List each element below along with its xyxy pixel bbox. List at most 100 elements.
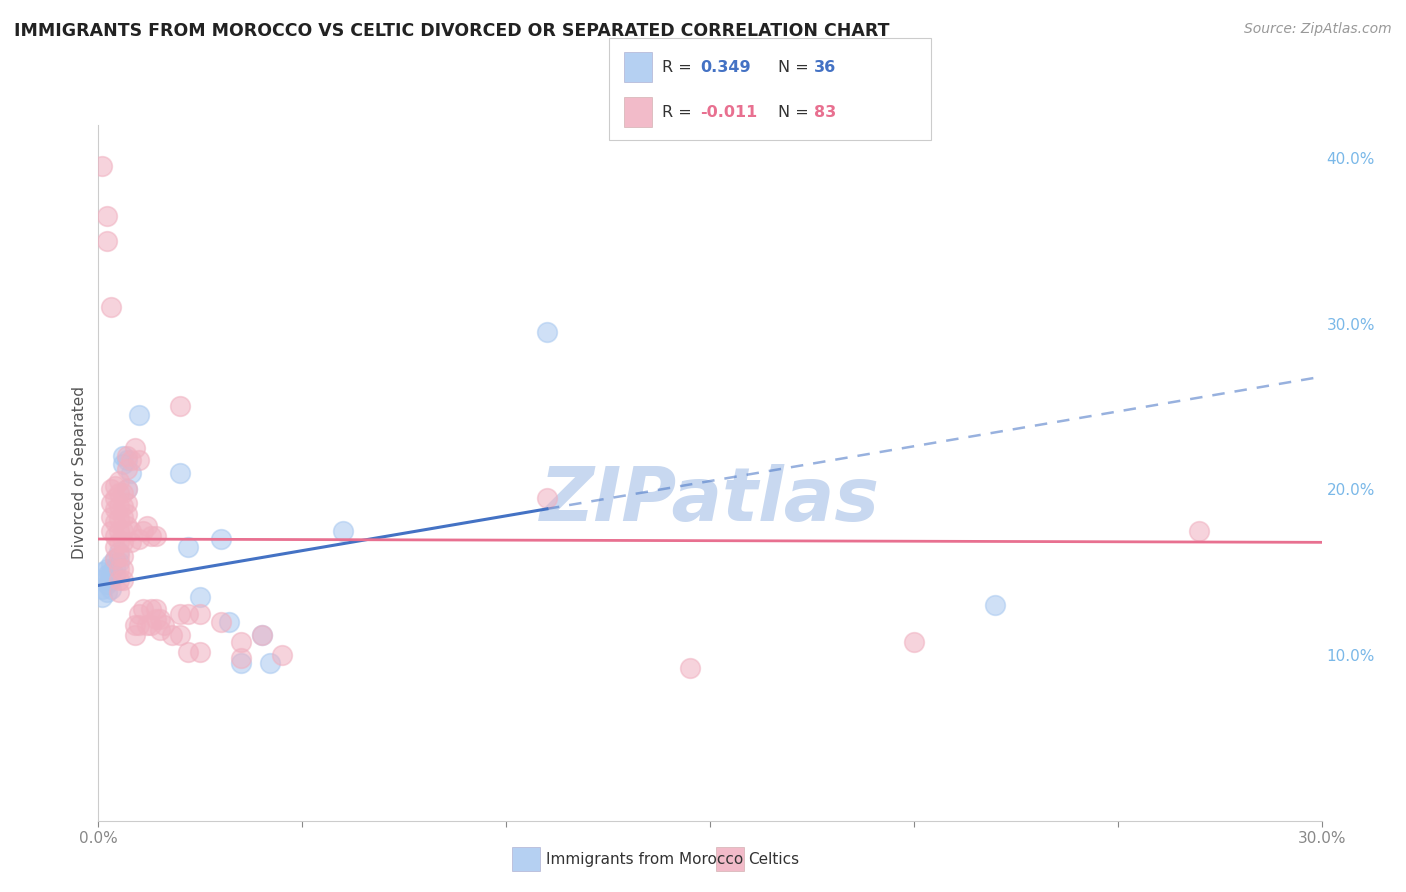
Point: [188, 590, 212, 604]
Point: [104, 479, 127, 493]
Point: [141, 601, 163, 615]
Point: [231, 651, 253, 665]
Point: [108, 555, 131, 569]
Point: [115, 507, 138, 521]
Point: [124, 618, 146, 632]
Point: [177, 607, 200, 621]
Point: [231, 634, 253, 648]
Point: [149, 611, 172, 625]
Point: [100, 565, 122, 579]
Point: [111, 458, 134, 472]
Point: [104, 541, 127, 555]
Point: [209, 532, 232, 546]
Point: [115, 449, 138, 463]
Point: [108, 524, 131, 538]
Point: [128, 618, 150, 632]
Point: [111, 562, 134, 576]
Point: [111, 549, 134, 563]
Point: [96, 568, 118, 582]
Point: [115, 483, 138, 497]
Point: [104, 529, 127, 543]
Point: [250, 628, 273, 642]
Point: [108, 535, 131, 549]
Point: [111, 574, 134, 588]
Point: [115, 495, 138, 509]
Point: [115, 462, 138, 476]
Text: R =: R =: [662, 104, 697, 120]
Point: [104, 516, 127, 530]
Point: [152, 618, 174, 632]
Point: [91, 590, 114, 604]
Point: [250, 628, 273, 642]
Point: [111, 449, 134, 463]
Point: [100, 574, 122, 588]
Point: [132, 524, 155, 538]
Point: [108, 485, 131, 500]
Point: [111, 510, 134, 524]
Text: 0.349: 0.349: [700, 60, 751, 75]
Point: [104, 552, 127, 566]
Point: [128, 452, 150, 467]
Point: [177, 541, 200, 555]
Point: [91, 582, 114, 596]
Text: Source: ZipAtlas.com: Source: ZipAtlas.com: [1244, 22, 1392, 37]
Point: [104, 560, 127, 574]
Point: [104, 552, 127, 566]
Point: [108, 545, 131, 559]
Point: [128, 532, 150, 546]
Point: [100, 483, 122, 497]
Text: ZIPatlas: ZIPatlas: [540, 464, 880, 537]
Point: [96, 585, 118, 599]
Point: [141, 618, 163, 632]
Point: [270, 648, 294, 662]
Point: [96, 562, 118, 576]
Point: [128, 408, 150, 422]
Point: [91, 574, 114, 588]
Point: [259, 657, 281, 671]
Point: [104, 502, 127, 516]
Point: [218, 615, 240, 629]
Point: [145, 611, 167, 625]
Point: [169, 628, 191, 642]
Point: [536, 325, 558, 339]
Point: [100, 557, 122, 571]
Text: 83: 83: [814, 104, 837, 120]
Point: [903, 634, 925, 648]
Point: [120, 535, 142, 549]
Point: [169, 466, 191, 480]
Point: [108, 512, 131, 526]
Point: [115, 483, 138, 497]
Point: [120, 524, 142, 538]
Text: N =: N =: [778, 60, 814, 75]
Point: [100, 495, 122, 509]
Point: [96, 234, 118, 248]
Point: [111, 524, 134, 538]
Point: [169, 400, 191, 414]
Point: [1188, 524, 1211, 538]
Point: [132, 601, 155, 615]
Point: [96, 576, 118, 591]
Point: [145, 529, 167, 543]
Point: [169, 607, 191, 621]
Point: [115, 452, 138, 467]
Point: [188, 607, 212, 621]
Point: [108, 499, 131, 513]
Point: [124, 628, 146, 642]
Point: [104, 491, 127, 505]
Point: [177, 645, 200, 659]
Point: [188, 645, 212, 659]
Point: [115, 518, 138, 533]
Point: [209, 615, 232, 629]
Text: Immigrants from Morocco: Immigrants from Morocco: [546, 853, 742, 867]
Point: [231, 657, 253, 671]
Point: [145, 601, 167, 615]
Point: [136, 518, 159, 533]
Text: N =: N =: [778, 104, 814, 120]
Point: [108, 574, 131, 588]
Point: [128, 607, 150, 621]
Point: [149, 623, 172, 637]
Point: [536, 491, 558, 505]
Point: [91, 159, 114, 173]
Point: [104, 568, 127, 582]
Text: 36: 36: [814, 60, 837, 75]
